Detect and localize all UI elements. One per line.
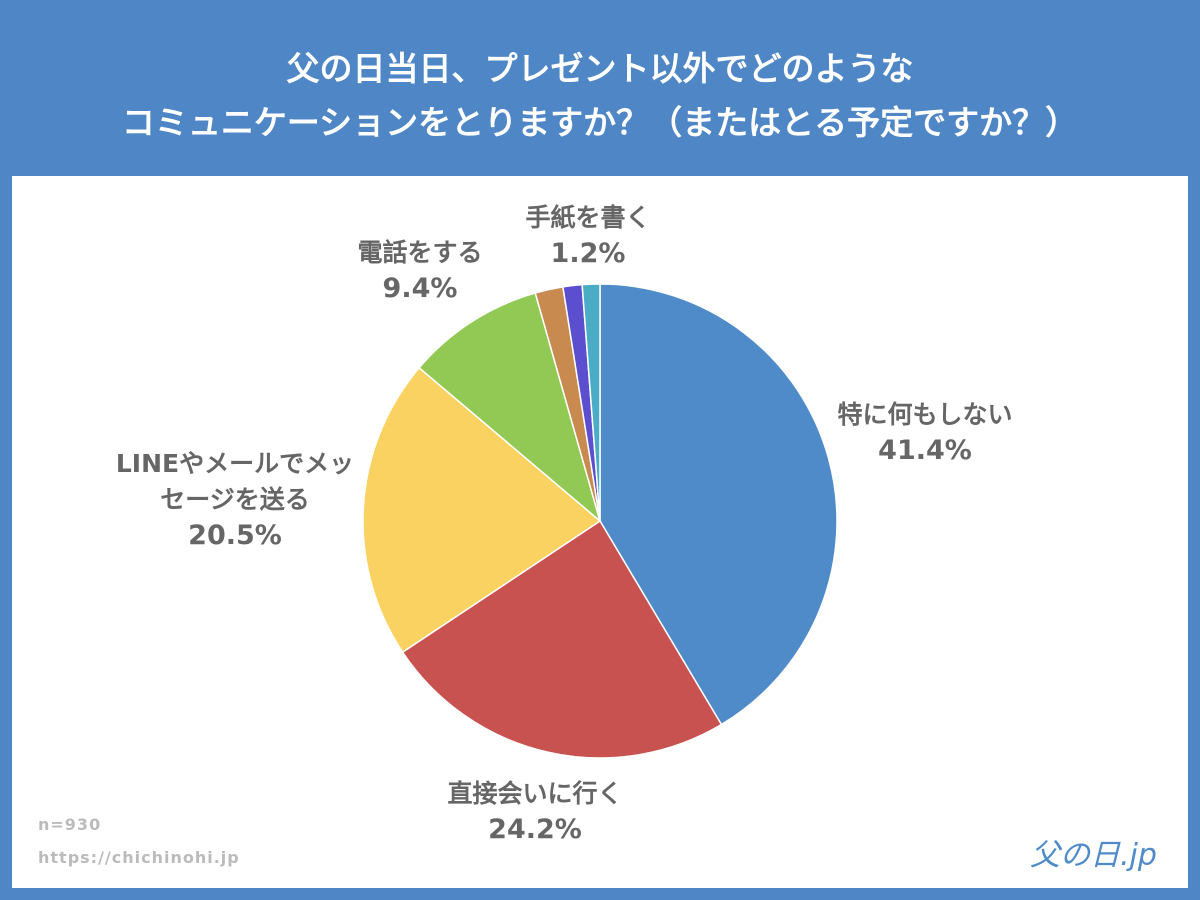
slice-label: 手紙を書く 1.2%: [488, 200, 688, 272]
category-name: 電話をする: [357, 238, 483, 267]
source: https://chichinohi.jp: [38, 848, 240, 867]
title-line: 父の日当日、プレゼント以外でどのような: [286, 49, 914, 88]
value-label: 41.4%: [878, 435, 972, 466]
pie-slice: [362, 366, 602, 654]
title-line: コミュニケーションをとりますか？（またはとる予定ですか？）: [121, 103, 1079, 142]
pie-slice: [418, 292, 602, 524]
value-label: 1.2%: [550, 238, 626, 269]
category-name: 手紙を書く: [525, 203, 651, 232]
value-label: 20.5%: [188, 520, 282, 551]
category-name: LINEやメールでメッセージを送る: [115, 449, 355, 514]
category-name: 特に何もしない: [837, 400, 1013, 429]
slice-label: 電話をする 9.4%: [320, 235, 520, 307]
slice-label: 直接会いに行く 24.2%: [405, 776, 665, 848]
value-label: 24.2%: [488, 814, 582, 845]
logo: 父の日.jp: [1030, 838, 1157, 873]
pie-slice: [599, 283, 838, 726]
slice-label: 特に何もしない 41.4%: [830, 397, 1020, 469]
value-label: 9.4%: [382, 273, 458, 304]
pie-slice: [401, 519, 723, 759]
sample-size: n=930: [38, 815, 102, 834]
slice-label: LINEやメールでメッセージを送る 20.5%: [115, 446, 355, 554]
category-name: 直接会いに行く: [447, 779, 623, 808]
pie-slice: [581, 283, 601, 522]
